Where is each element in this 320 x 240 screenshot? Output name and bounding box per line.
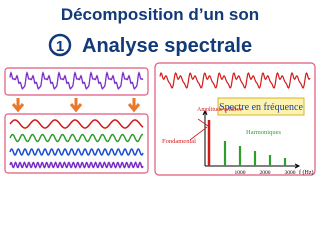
components-box <box>4 113 149 174</box>
spectrum-title-box <box>217 97 305 116</box>
pointer <box>197 118 209 127</box>
component-wave <box>9 133 144 143</box>
harmonics-label: Harmoniques <box>246 129 281 136</box>
fundamental-label: Fondamental <box>162 138 196 145</box>
axis-arrows <box>202 109 301 169</box>
title-line2: Analyse spectrale <box>82 35 252 57</box>
x-tick-label: 2000 <box>260 170 271 176</box>
component-wave <box>9 148 144 156</box>
arrow <box>127 98 141 113</box>
component-wave <box>9 119 144 129</box>
arrow <box>69 98 83 113</box>
spectrum-title: Spectre en fréquence <box>219 102 303 113</box>
x-tick-label: 3000 <box>285 170 296 176</box>
arrows <box>11 98 141 113</box>
component-wave <box>9 161 144 169</box>
arrow <box>11 98 25 113</box>
pointer <box>189 126 208 141</box>
x-tick-label: 1000 <box>235 170 246 176</box>
spectrum-panel <box>154 62 316 176</box>
signal-wave <box>9 71 144 90</box>
number: 1 <box>56 38 64 55</box>
x-label: f (Hz) <box>299 169 314 176</box>
thumbnail: Décomposition d’un son 1 Analyse spectra… <box>4 5 316 176</box>
harmonic-bars <box>223 141 287 166</box>
title-line1: Décomposition d’un son <box>61 5 259 24</box>
signal-wave <box>159 72 311 89</box>
signal-box <box>4 67 149 96</box>
number-circle <box>48 33 72 57</box>
y-label: Amplitude relative <box>197 107 242 113</box>
